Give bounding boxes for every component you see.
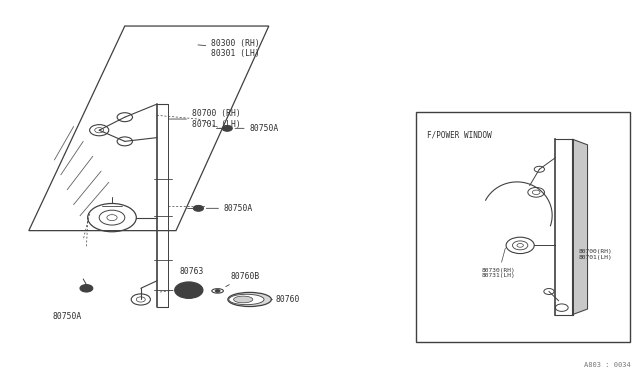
Text: 80300 (RH)
80301 (LH): 80300 (RH) 80301 (LH) (198, 39, 260, 58)
Circle shape (196, 207, 200, 209)
Text: 80760B: 80760B (226, 272, 260, 286)
Circle shape (84, 287, 89, 290)
Text: 80730(RH)
80731(LH): 80730(RH) 80731(LH) (482, 248, 515, 279)
Text: F/POWER WINDOW: F/POWER WINDOW (427, 130, 492, 139)
Text: 80763: 80763 (179, 267, 204, 276)
Ellipse shape (229, 294, 264, 305)
Text: 80750A: 80750A (52, 312, 82, 321)
Ellipse shape (234, 296, 253, 303)
Bar (416, 112, 630, 342)
Circle shape (222, 125, 232, 131)
Text: 80750A: 80750A (206, 204, 253, 213)
Circle shape (215, 289, 220, 292)
Ellipse shape (212, 289, 223, 293)
Circle shape (193, 205, 204, 211)
Text: 80700 (RH)
80701 (LH): 80700 (RH) 80701 (LH) (169, 109, 241, 129)
Text: 80750A: 80750A (235, 124, 279, 133)
Circle shape (175, 282, 203, 298)
Text: A803 : 0034: A803 : 0034 (584, 362, 630, 368)
Circle shape (80, 285, 93, 292)
Text: 80700(RH)
80701(LH): 80700(RH) 80701(LH) (573, 249, 612, 262)
Polygon shape (573, 139, 588, 315)
Circle shape (225, 127, 229, 129)
Ellipse shape (228, 292, 271, 307)
Text: 80760: 80760 (271, 295, 300, 304)
